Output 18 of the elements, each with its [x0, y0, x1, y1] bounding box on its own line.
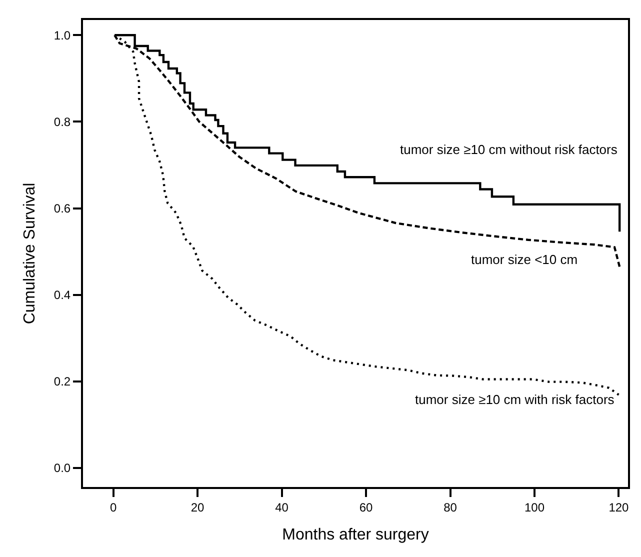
x-axis-title: Months after surgery: [282, 526, 429, 544]
x-tick-label: 20: [190, 500, 205, 514]
text: tumor size ≥10 cm without risk factors: [400, 142, 618, 157]
series-label: tumor size ≥10 cm with risk factors: [415, 392, 615, 407]
y-axis-title: Cumulative Survival: [21, 182, 38, 324]
y-tick-label: 0.0: [54, 461, 71, 476]
x-tick-label: 40: [275, 500, 289, 514]
y-tick-label: 0.8: [54, 114, 71, 129]
x-tick-label: 60: [359, 500, 374, 514]
x-tick-label: 120: [608, 500, 630, 514]
series-label: tumor size <10 cm: [471, 252, 578, 267]
x-tick-label: 0: [110, 500, 117, 514]
x-tick-label: 100: [524, 500, 545, 514]
x-tick-label: 80: [444, 500, 458, 514]
y-tick-label: 0.2: [54, 374, 71, 389]
y-tick-label: 0.6: [54, 201, 71, 216]
y-tick-label: 0.4: [54, 288, 71, 302]
y-tick-label: 1.0: [54, 28, 71, 42]
